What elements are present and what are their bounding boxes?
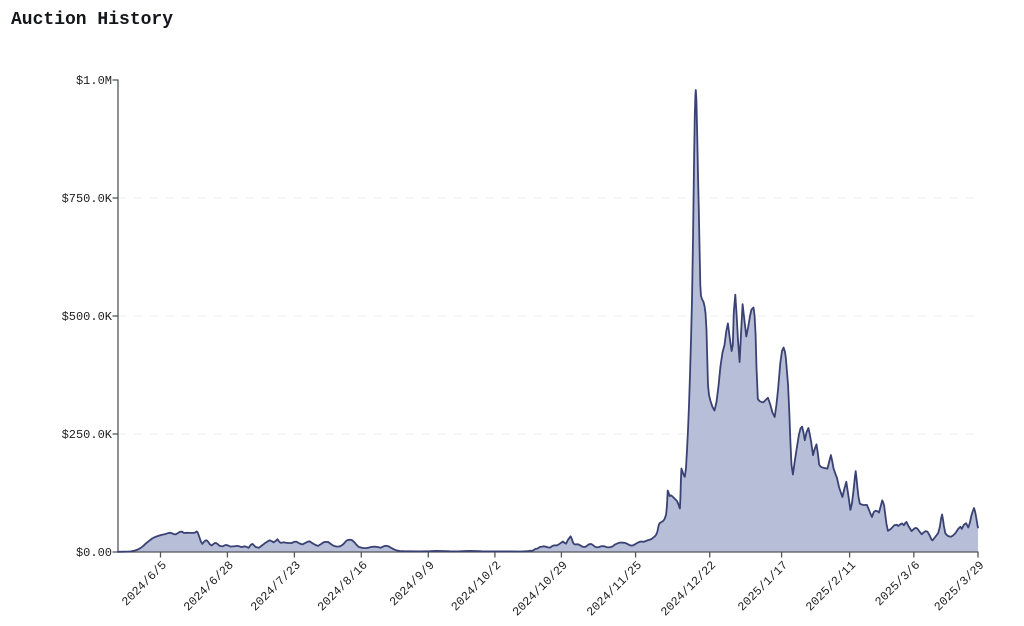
svg-text:$500.0K: $500.0K [62, 310, 113, 324]
svg-text:$1.0M: $1.0M [76, 74, 112, 88]
svg-text:$0.00: $0.00 [76, 546, 112, 560]
svg-text:Auction History: Auction History [11, 10, 173, 30]
svg-text:$250.0K: $250.0K [62, 428, 113, 442]
svg-text:$750.0K: $750.0K [62, 192, 113, 206]
